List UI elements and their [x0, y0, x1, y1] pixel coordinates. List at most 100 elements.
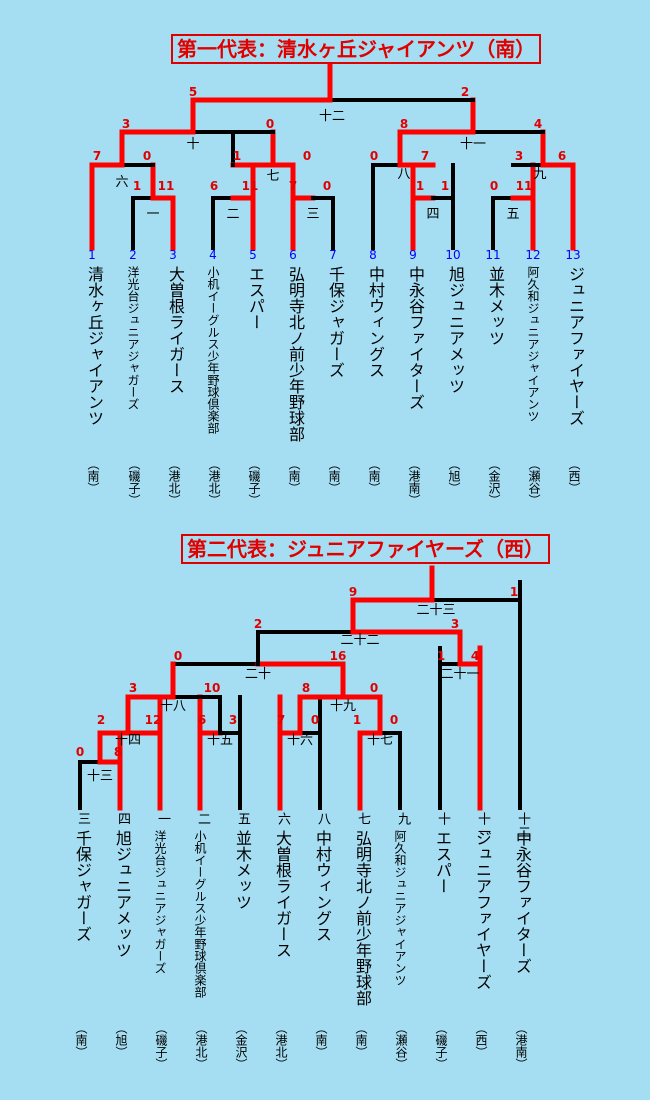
game-number-label: 十七 — [367, 733, 393, 748]
score-label: 7 — [93, 149, 101, 163]
game-number-label: 十二 — [319, 109, 345, 124]
section2-title: 第二代表：ジュニアファイヤーズ（西） — [181, 534, 550, 564]
team-number: 一 — [155, 812, 170, 825]
game-number-label: 三 — [306, 207, 319, 222]
game-number-label: 四 — [426, 207, 439, 222]
game-number-label: 十三 — [87, 769, 113, 784]
score-label: 11 — [158, 179, 175, 193]
team-name: 旭ジュニアメッツ — [446, 266, 465, 394]
team-number: 五 — [235, 812, 250, 825]
team-number: 四 — [115, 812, 130, 825]
team-name: 洋光台ジュニアジャガーズ — [126, 266, 140, 410]
score-label: 1 — [437, 649, 445, 663]
score-label: 0 — [303, 149, 311, 163]
team-area: （金沢） — [234, 1022, 248, 1070]
score-label: 3 — [122, 117, 130, 131]
game-number-label: 十四 — [115, 733, 141, 748]
game-number-label: 九 — [533, 167, 546, 182]
team-area: （西） — [567, 458, 581, 494]
team-name: 清水ヶ丘ジャイアンツ — [85, 266, 104, 426]
score-label: 2 — [461, 85, 469, 99]
score-label: 10 — [204, 681, 221, 695]
team-area: （旭） — [447, 458, 461, 494]
team-number: 8 — [369, 248, 377, 262]
team-name: 千保ジャガーズ — [73, 830, 92, 942]
team-number: 七 — [355, 812, 370, 825]
team-number: 9 — [409, 248, 417, 262]
team-number: 2 — [129, 248, 137, 262]
team-area: （港南） — [514, 1022, 528, 1070]
game-number-label: 十一 — [460, 137, 486, 152]
score-label: 2 — [97, 713, 105, 727]
team-area: （港北） — [194, 1022, 208, 1070]
team-name: 旭ジュニアメッツ — [113, 830, 132, 958]
score-label: 1 — [133, 179, 141, 193]
team-area: （瀬谷） — [394, 1022, 408, 1070]
team-number: 二 — [195, 812, 210, 825]
game-number-label: 二 — [226, 207, 239, 222]
game-number-label: 七 — [266, 169, 279, 184]
game-number-label: 十五 — [207, 733, 233, 748]
team-area: （南） — [74, 1022, 88, 1058]
team-area: （磯子） — [434, 1022, 448, 1070]
game-number-label: 二十三 — [416, 603, 455, 618]
team-area: （金沢） — [487, 458, 501, 506]
score-label: 0 — [174, 649, 182, 663]
team-area: （磯子） — [247, 458, 261, 506]
team-number: 11 — [485, 248, 501, 262]
team-number: 10 — [445, 248, 461, 262]
score-label: 6 — [210, 179, 218, 193]
team-number: 十 — [435, 812, 450, 825]
score-label: 7 — [277, 713, 285, 727]
game-number-label: 八 — [397, 167, 410, 182]
score-label: 8 — [400, 117, 408, 131]
team-name: 中永谷ファイターズ — [406, 266, 425, 410]
score-label: 0 — [370, 681, 378, 695]
team-number: 三 — [75, 812, 90, 825]
team-area: （港北） — [167, 458, 181, 506]
team-number: 九 — [395, 812, 410, 825]
team-name: 中村ウィングス — [313, 830, 332, 942]
score-label: 1 — [233, 149, 241, 163]
game-number-label: 十 — [186, 137, 199, 152]
score-label: 8 — [114, 745, 122, 759]
score-label: 5 — [189, 85, 197, 99]
score-label: 6 — [198, 713, 206, 727]
score-label: 16 — [330, 649, 347, 663]
team-number: 6 — [289, 248, 297, 262]
team-area: （南） — [86, 458, 100, 494]
score-label: 7 — [289, 179, 297, 193]
section1-title: 第一代表：清水ヶ丘ジャイアンツ（南） — [171, 34, 542, 64]
score-label: 11 — [242, 179, 259, 193]
team-name: エスパー — [433, 830, 452, 894]
team-name: 阿久和ジュニアジャイアンツ — [393, 830, 407, 986]
score-label: 3 — [229, 713, 237, 727]
game-number-label: 十八 — [160, 699, 186, 714]
team-area: （港北） — [207, 458, 221, 506]
team-name: ジュニアファイヤーズ — [473, 830, 492, 990]
score-label: 3 — [451, 617, 459, 631]
team-area: （南） — [314, 1022, 328, 1058]
team-number: 7 — [329, 248, 337, 262]
game-number-label: 十六 — [287, 733, 313, 748]
team-number: 1 — [88, 248, 96, 262]
team-number: 六 — [275, 812, 290, 825]
team-name: 小机イーグルス少年野球倶楽部 — [193, 830, 207, 998]
team-area: （西） — [474, 1022, 488, 1058]
team-name: 大曽根ライガース — [166, 266, 185, 394]
team-area: （南） — [367, 458, 381, 494]
score-label: 11 — [516, 179, 533, 193]
team-area: （港南） — [407, 458, 421, 506]
team-number: 十一 — [475, 812, 490, 838]
team-name: 大曽根ライガース — [273, 830, 292, 958]
team-name: 中永谷ファイターズ — [513, 830, 532, 974]
score-label: 3 — [129, 681, 137, 695]
team-area: （磯子） — [127, 458, 141, 506]
game-number-label: 一 — [146, 207, 159, 222]
score-label: 2 — [254, 617, 262, 631]
team-name: 洋光台ジュニアジャガーズ — [153, 830, 167, 974]
score-label: 8 — [302, 681, 310, 695]
team-number: 5 — [249, 248, 257, 262]
game-number-label: 二十二 — [340, 633, 379, 648]
